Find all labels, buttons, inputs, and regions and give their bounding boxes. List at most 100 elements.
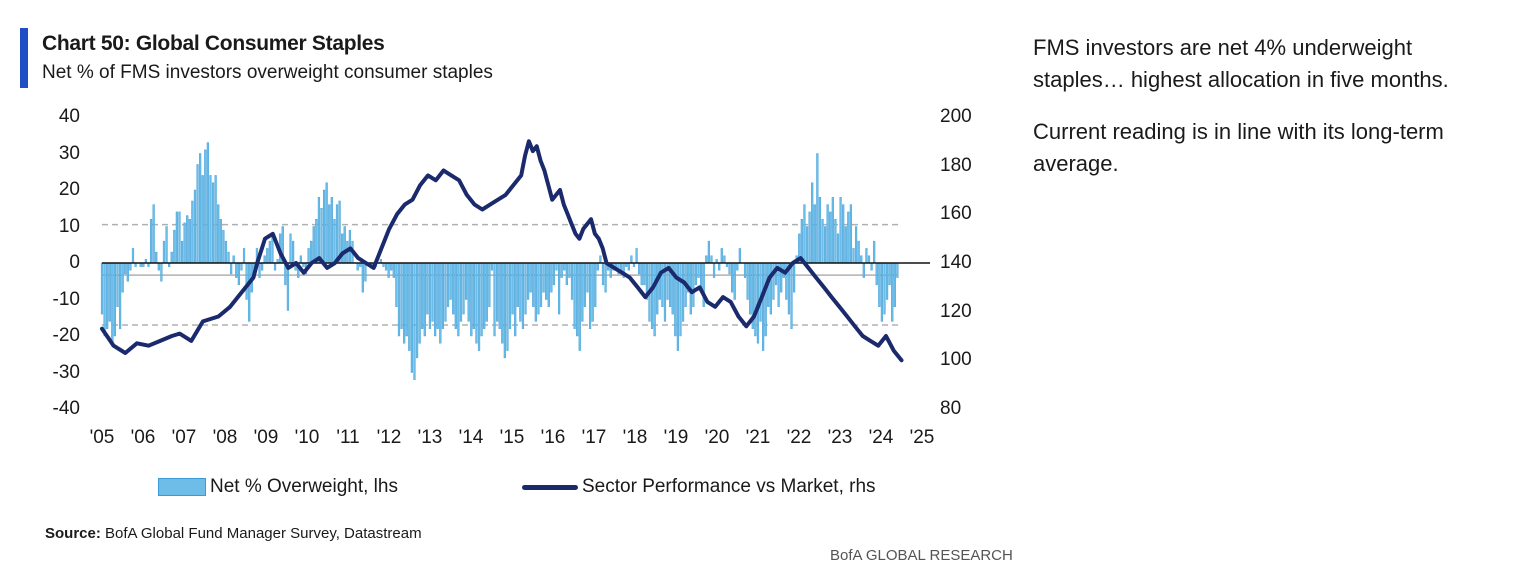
bar-290 xyxy=(849,204,853,264)
bar-148 xyxy=(483,262,486,329)
bar-38 xyxy=(199,153,202,264)
bar-185 xyxy=(578,262,581,351)
bar-189 xyxy=(588,262,592,329)
bar-131 xyxy=(439,262,442,344)
bar-275 xyxy=(811,182,814,264)
bar-280 xyxy=(823,226,827,264)
bar-33 xyxy=(186,215,189,264)
x-tick-label: '11 xyxy=(336,427,360,448)
bar-207 xyxy=(635,248,638,264)
bar-260 xyxy=(772,262,775,300)
bar-210 xyxy=(643,262,646,286)
bar-273 xyxy=(805,226,809,264)
x-tick-label: '20 xyxy=(704,427,730,448)
right-tick-label: 80 xyxy=(940,398,962,419)
bar-268 xyxy=(793,262,796,293)
bar-215 xyxy=(656,262,659,315)
bar-82 xyxy=(312,226,315,264)
bar-61 xyxy=(258,262,261,278)
bar-276 xyxy=(813,204,816,264)
bar-53 xyxy=(237,262,240,286)
bar-144 xyxy=(472,262,475,329)
bar-169 xyxy=(537,262,540,315)
bar-34 xyxy=(188,218,191,264)
bar-72 xyxy=(286,262,290,311)
bar-6 xyxy=(116,262,119,307)
bar-43 xyxy=(211,182,215,264)
bar-201 xyxy=(619,262,623,271)
bar-170 xyxy=(539,262,543,307)
bar-42 xyxy=(209,175,212,264)
bar-111 xyxy=(387,262,390,278)
bar-64 xyxy=(266,248,269,264)
bar-149 xyxy=(485,262,488,322)
bar-292 xyxy=(854,226,858,264)
bar-176 xyxy=(555,262,558,271)
bar-99 xyxy=(356,262,359,271)
bar-306 xyxy=(891,262,894,322)
x-tick-label: '16 xyxy=(540,427,566,448)
bar-181 xyxy=(568,262,571,278)
bar-142 xyxy=(467,262,470,322)
bar-274 xyxy=(808,211,811,264)
left-tick-label: 10 xyxy=(58,215,80,237)
legend-line-label: Sector Performance vs Market, rhs xyxy=(582,476,876,497)
right-tick-label: 120 xyxy=(940,300,972,322)
x-tick-label: '10 xyxy=(294,427,320,448)
bar-10 xyxy=(126,262,129,282)
x-tick-label: '23 xyxy=(827,427,853,448)
bar-180 xyxy=(565,262,568,286)
left-tick-label: -10 xyxy=(52,288,80,310)
bar-184 xyxy=(576,262,579,337)
left-tick-label: -20 xyxy=(52,325,80,346)
bar-114 xyxy=(395,262,398,307)
bar-2 xyxy=(106,262,109,329)
bar-83 xyxy=(315,218,318,264)
bar-154 xyxy=(498,262,501,329)
bar-257 xyxy=(764,262,767,337)
bar-117 xyxy=(403,262,406,344)
bar-41 xyxy=(206,142,209,264)
bar-256 xyxy=(762,262,765,351)
bar-234 xyxy=(705,255,708,264)
bar-192 xyxy=(596,262,599,271)
sector-performance-line xyxy=(100,139,904,363)
bar-150 xyxy=(488,262,491,307)
bar-237 xyxy=(712,262,716,278)
bar-299 xyxy=(873,240,876,264)
bar-155 xyxy=(501,262,504,344)
bar-301 xyxy=(878,262,881,307)
bar-65 xyxy=(268,240,271,264)
bar-230 xyxy=(694,262,698,286)
bar-163 xyxy=(521,262,525,329)
left-tick-label: 40 xyxy=(58,106,80,127)
bar-101 xyxy=(361,262,364,293)
bar-272 xyxy=(803,204,806,264)
legend-bars-swatch xyxy=(158,478,206,496)
bar-305 xyxy=(888,262,891,286)
bar-121 xyxy=(413,262,416,381)
bar-191 xyxy=(594,262,597,307)
bar-85 xyxy=(320,208,323,264)
right-tick-label: 180 xyxy=(940,154,972,176)
bar-175 xyxy=(552,262,556,286)
bar-139 xyxy=(459,262,463,322)
bar-50 xyxy=(230,262,233,275)
bar-118 xyxy=(405,262,408,337)
bar-36 xyxy=(193,189,197,264)
bar-120 xyxy=(410,262,413,373)
bar-35 xyxy=(191,200,194,264)
bar-122 xyxy=(415,262,419,359)
bar-40 xyxy=(204,149,207,264)
branding: BofA GLOBAL RESEARCH xyxy=(830,547,1013,564)
bar-22 xyxy=(157,262,160,271)
bar-296 xyxy=(865,248,868,264)
bar-293 xyxy=(857,240,860,264)
bar-126 xyxy=(426,262,429,315)
bar-294 xyxy=(860,255,863,264)
bar-193 xyxy=(599,255,602,264)
bar-171 xyxy=(542,262,545,293)
bar-86 xyxy=(322,189,326,264)
x-tick-label: '24 xyxy=(868,427,894,448)
bar-161 xyxy=(516,262,519,307)
